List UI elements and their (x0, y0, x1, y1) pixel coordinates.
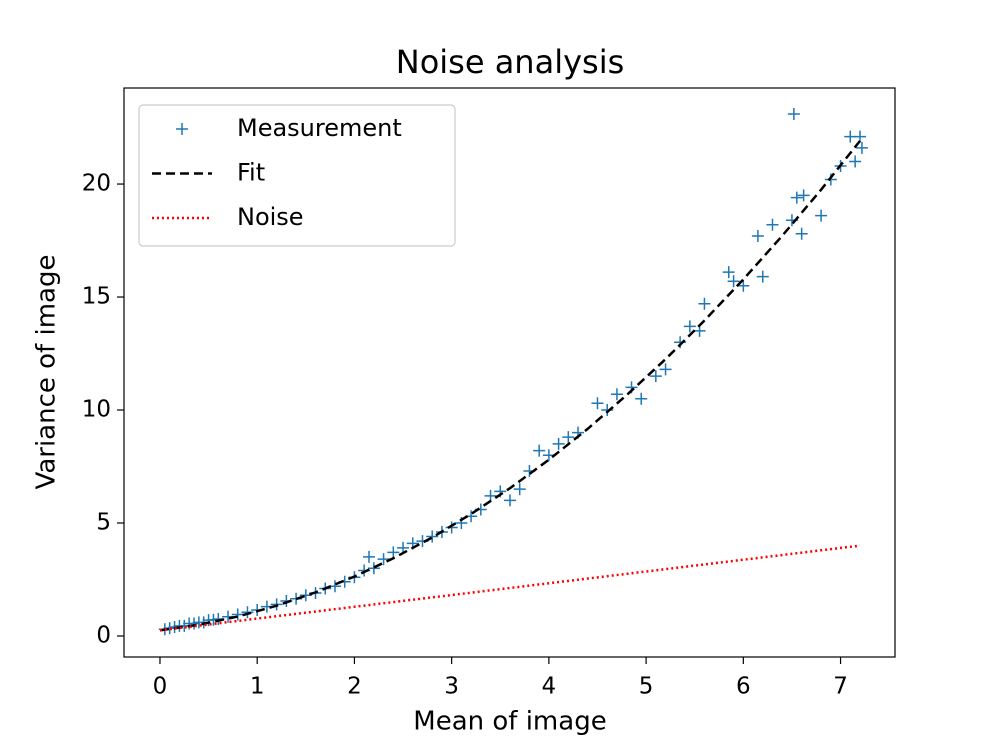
measurement-point (849, 155, 862, 168)
measurement-point (163, 622, 176, 635)
x-tick-label: 6 (736, 674, 751, 700)
measurement-point (727, 275, 740, 288)
measurement-point (513, 483, 526, 496)
measurement-point (683, 320, 696, 333)
chart-title: Noise analysis (396, 43, 625, 81)
measurement-point (824, 173, 837, 186)
measurement-point (231, 608, 244, 621)
measurement-point (387, 546, 400, 559)
measurement-point (787, 107, 800, 120)
y-tick-label: 10 (82, 397, 111, 423)
measurement-point (377, 553, 390, 566)
plot-frame (123, 87, 896, 658)
measurement-point (722, 266, 735, 279)
legend-label: Measurement (237, 114, 402, 142)
legend-marker (176, 123, 188, 135)
measurement-point (363, 550, 376, 563)
measurement-point (855, 141, 868, 154)
legend-box (138, 104, 456, 247)
y-tick-label: 5 (96, 509, 111, 535)
measurement-point (241, 606, 254, 619)
measurement-point (610, 388, 623, 401)
measurement-point (270, 598, 283, 611)
measurement-point (698, 297, 711, 310)
measurement-point (426, 530, 439, 543)
measurement-point (445, 521, 458, 534)
legend-label: Noise (237, 203, 304, 231)
measurement-point (188, 617, 201, 630)
y-axis-label: Variance of image (32, 255, 62, 490)
x-tick-label: 2 (347, 674, 362, 700)
dotted-line (159, 544, 861, 632)
measurement-point (853, 130, 866, 143)
legend-label: Fit (237, 159, 265, 187)
x-tick-label: 5 (639, 674, 654, 700)
dashed-line (159, 140, 861, 632)
x-tick-label: 1 (250, 674, 265, 700)
y-tick-label: 0 (96, 622, 111, 648)
measurement-point (737, 279, 750, 292)
measurement-point (484, 489, 497, 502)
measurement-point (591, 397, 604, 410)
x-tick-label: 4 (542, 674, 557, 700)
x-axis-label: Mean of image (413, 707, 606, 737)
measurement-point (659, 363, 672, 376)
y-tick-label: 20 (82, 171, 111, 197)
measurement-point (562, 431, 575, 444)
measurement-point (635, 392, 648, 405)
y-tick-label: 15 (82, 284, 111, 310)
measurement-point (790, 191, 803, 204)
measurement-point (766, 218, 779, 231)
measurement-point (797, 189, 810, 202)
measurement-point (815, 209, 828, 222)
measurement-point (756, 270, 769, 283)
measurement-point (601, 404, 614, 417)
x-tick-label: 0 (153, 674, 168, 700)
measurement-point (503, 494, 516, 507)
measurement-point (367, 562, 380, 575)
x-tick-label: 7 (833, 674, 848, 700)
measurement-point (795, 227, 808, 240)
measurement-point (751, 230, 764, 243)
measurement-point (552, 437, 565, 450)
measurement-point (533, 444, 546, 457)
x-tick-label: 3 (444, 674, 459, 700)
measurement-point (649, 370, 662, 383)
measurement-point (328, 580, 341, 593)
